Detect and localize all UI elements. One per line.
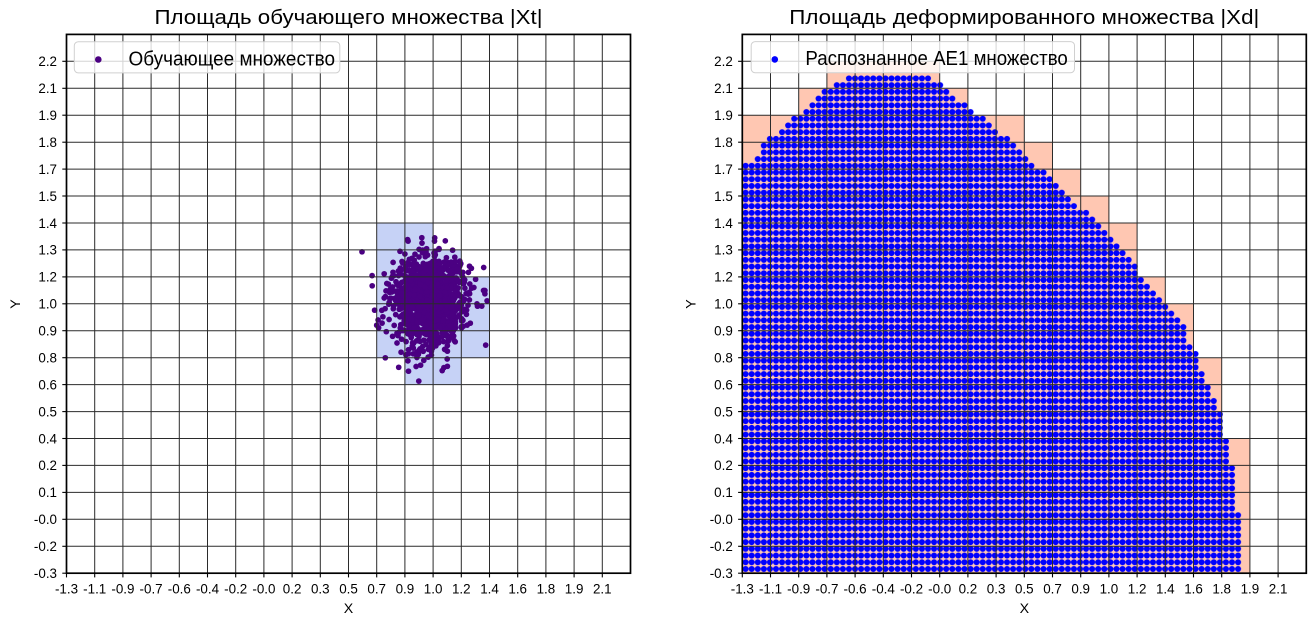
svg-text:X: X (1020, 601, 1030, 617)
svg-text:-1.3: -1.3 (55, 582, 78, 597)
svg-text:1.6: 1.6 (1184, 582, 1203, 597)
svg-text:-0.4: -0.4 (872, 582, 896, 597)
svg-text:1.7: 1.7 (38, 162, 57, 177)
svg-text:0.2: 0.2 (283, 582, 302, 597)
svg-text:1.4: 1.4 (480, 582, 499, 597)
svg-text:1.8: 1.8 (714, 135, 733, 150)
svg-text:-0.7: -0.7 (815, 582, 838, 597)
svg-text:1.2: 1.2 (714, 270, 733, 285)
svg-text:-0.2: -0.2 (224, 582, 247, 597)
svg-text:0.4: 0.4 (38, 431, 57, 446)
svg-text:0.9: 0.9 (714, 324, 733, 339)
svg-text:-0.0: -0.0 (928, 582, 951, 597)
svg-text:-1.3: -1.3 (731, 582, 754, 597)
svg-text:1.0: 1.0 (1100, 582, 1119, 597)
svg-text:0.7: 0.7 (367, 582, 386, 597)
svg-text:0.6: 0.6 (38, 377, 57, 392)
svg-text:1.0: 1.0 (714, 297, 733, 312)
svg-text:1.3: 1.3 (714, 243, 733, 258)
svg-text:Площадь обучающего множества |: Площадь обучающего множества |Xt| (155, 7, 543, 29)
svg-text:0.5: 0.5 (714, 404, 733, 419)
svg-text:0.2: 0.2 (959, 582, 978, 597)
svg-text:Распознанное АЕ1 множество: Распознанное АЕ1 множество (805, 48, 1067, 70)
svg-text:0.2: 0.2 (38, 458, 57, 473)
svg-text:1.9: 1.9 (565, 582, 584, 597)
svg-text:0.9: 0.9 (38, 324, 57, 339)
svg-text:0.5: 0.5 (1015, 582, 1034, 597)
svg-text:Обучающее множество: Обучающее множество (129, 48, 336, 70)
svg-text:1.4: 1.4 (1156, 582, 1175, 597)
svg-text:-0.2: -0.2 (710, 539, 733, 554)
svg-text:-0.2: -0.2 (34, 539, 57, 554)
svg-text:-1.1: -1.1 (83, 582, 106, 597)
svg-text:-0.6: -0.6 (844, 582, 867, 597)
svg-text:1.0: 1.0 (424, 582, 443, 597)
svg-text:0.3: 0.3 (311, 582, 330, 597)
svg-text:0.2: 0.2 (714, 458, 733, 473)
svg-text:1.3: 1.3 (38, 243, 57, 258)
svg-text:0.4: 0.4 (714, 431, 733, 446)
svg-text:1.8: 1.8 (1212, 582, 1231, 597)
svg-text:1.9: 1.9 (38, 108, 57, 123)
svg-text:Площадь деформированного множе: Площадь деформированного множества |Xd| (789, 7, 1259, 29)
svg-text:0.7: 0.7 (1043, 582, 1062, 597)
svg-text:1.9: 1.9 (1241, 582, 1260, 597)
svg-text:1.0: 1.0 (38, 297, 57, 312)
svg-text:-0.0: -0.0 (710, 512, 733, 527)
svg-text:1.4: 1.4 (38, 216, 57, 231)
svg-text:-0.9: -0.9 (111, 582, 134, 597)
svg-text:0.5: 0.5 (339, 582, 358, 597)
svg-text:-0.3: -0.3 (34, 566, 57, 581)
svg-text:0.1: 0.1 (38, 485, 57, 500)
svg-text:1.2: 1.2 (452, 582, 471, 597)
svg-text:0.9: 0.9 (396, 582, 415, 597)
svg-text:2.2: 2.2 (714, 54, 733, 69)
svg-text:0.8: 0.8 (38, 351, 57, 366)
svg-text:2.2: 2.2 (38, 54, 57, 69)
svg-text:2.1: 2.1 (593, 582, 612, 597)
svg-text:1.7: 1.7 (714, 162, 733, 177)
svg-text:2.1: 2.1 (38, 81, 57, 96)
svg-text:1.2: 1.2 (38, 270, 57, 285)
svg-text:1.5: 1.5 (714, 189, 733, 204)
svg-text:-0.0: -0.0 (34, 512, 57, 527)
svg-text:-1.1: -1.1 (759, 582, 782, 597)
svg-text:0.5: 0.5 (38, 404, 57, 419)
svg-text:X: X (344, 601, 354, 617)
svg-text:0.1: 0.1 (714, 485, 733, 500)
svg-text:1.9: 1.9 (714, 108, 733, 123)
svg-text:-0.9: -0.9 (787, 582, 810, 597)
svg-text:0.9: 0.9 (1071, 582, 1090, 597)
svg-text:-0.7: -0.7 (140, 582, 163, 597)
svg-text:0.3: 0.3 (987, 582, 1006, 597)
svg-text:1.2: 1.2 (1128, 582, 1147, 597)
svg-text:1.8: 1.8 (38, 135, 57, 150)
svg-text:1.6: 1.6 (508, 582, 527, 597)
svg-text:0.8: 0.8 (714, 351, 733, 366)
svg-text:-0.4: -0.4 (196, 582, 220, 597)
svg-text:-0.2: -0.2 (900, 582, 923, 597)
svg-text:Y: Y (684, 299, 700, 309)
svg-text:2.1: 2.1 (1269, 582, 1288, 597)
svg-text:Y: Y (8, 299, 24, 309)
svg-text:-0.0: -0.0 (252, 582, 275, 597)
svg-text:-0.6: -0.6 (168, 582, 191, 597)
svg-text:2.1: 2.1 (714, 81, 733, 96)
svg-text:1.5: 1.5 (38, 189, 57, 204)
svg-text:1.4: 1.4 (714, 216, 733, 231)
svg-text:0.6: 0.6 (714, 377, 733, 392)
svg-text:1.8: 1.8 (537, 582, 556, 597)
svg-text:-0.3: -0.3 (710, 566, 733, 581)
